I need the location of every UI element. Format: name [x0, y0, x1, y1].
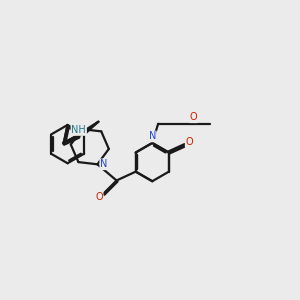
- Text: O: O: [190, 112, 197, 122]
- Text: N: N: [148, 131, 156, 142]
- Text: NH: NH: [71, 125, 86, 135]
- Text: O: O: [95, 192, 103, 202]
- Text: O: O: [186, 137, 193, 147]
- Text: N: N: [100, 159, 108, 169]
